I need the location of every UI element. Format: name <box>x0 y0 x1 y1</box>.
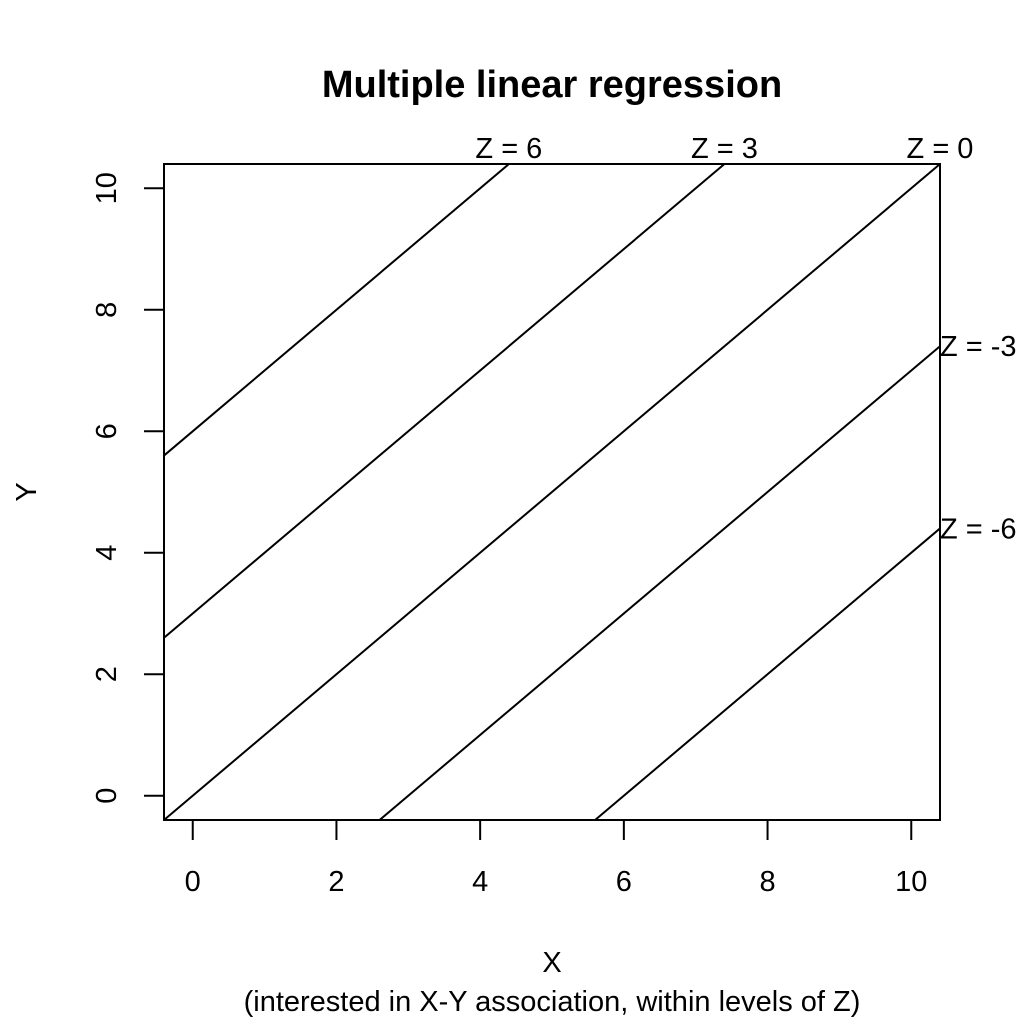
x-tick-label: 4 <box>472 866 488 898</box>
series-label: Z = 0 <box>907 133 974 165</box>
y-tick-label: 4 <box>91 545 123 561</box>
y-tick-label: 0 <box>91 788 123 804</box>
plot-frame <box>163 163 941 821</box>
y-tick-label: 6 <box>91 423 123 439</box>
series-label: Z = 3 <box>691 133 758 165</box>
y-tick-label: 8 <box>91 302 123 318</box>
series-labels: Z = 6 Z = 3 Z = 0 Z = -3 Z = -6 <box>475 133 1016 545</box>
x-tick-label: 8 <box>759 866 775 898</box>
y-tick-label: 2 <box>91 666 123 682</box>
x-axis: 0 2 4 6 8 10 <box>185 820 927 898</box>
y-axis: 0 2 4 6 8 10 <box>91 172 164 804</box>
series-line-zneg3 <box>378 345 941 821</box>
chart-title: Multiple linear regression <box>322 64 782 106</box>
series-label: Z = -3 <box>940 331 1017 363</box>
x-tick-label: 6 <box>616 866 632 898</box>
x-axis-label: X <box>542 947 561 979</box>
x-tick-label: 10 <box>895 866 927 898</box>
x-tick-label: 2 <box>328 866 344 898</box>
x-tick-label: 0 <box>185 866 201 898</box>
y-axis-label: Y <box>11 482 43 501</box>
x-axis-sublabel: (interested in X-Y association, within l… <box>244 986 861 1018</box>
series-line-z6 <box>163 163 510 457</box>
series-line-z3 <box>163 163 726 639</box>
series-label: Z = 6 <box>475 133 542 165</box>
series-line-zneg6 <box>594 527 941 821</box>
series-lines <box>163 163 941 821</box>
series-label: Z = -6 <box>940 513 1017 545</box>
y-tick-label: 10 <box>91 172 123 204</box>
series-line-z0 <box>163 163 941 821</box>
